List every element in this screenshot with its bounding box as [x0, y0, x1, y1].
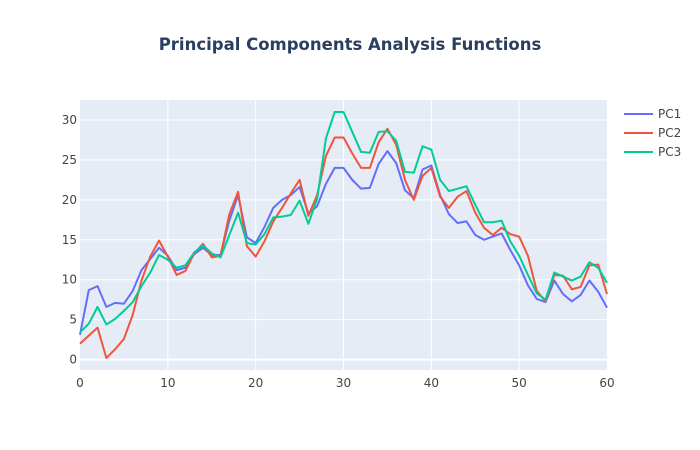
y-axis: 0 5 10 15 20 25 30 [62, 113, 77, 367]
y-tick-label: 5 [69, 313, 77, 327]
legend-label: PC1 [658, 107, 681, 121]
x-tick-label: 20 [248, 376, 263, 390]
series-line-pc3 [79, 110, 608, 334]
x-tick-label: 60 [599, 376, 614, 390]
y-tick-label: 15 [62, 233, 77, 247]
legend-item-pc2[interactable]: PC2 [624, 126, 681, 140]
legend[interactable]: PC1 PC2 PC3 [624, 107, 681, 159]
legend-item-pc1[interactable]: PC1 [624, 107, 681, 121]
x-tick-label: 40 [424, 376, 439, 390]
y-tick-label: 30 [62, 113, 77, 127]
series-line-pc2 [79, 127, 608, 360]
legend-item-pc3[interactable]: PC3 [624, 145, 681, 159]
grid [80, 100, 607, 370]
x-axis: 0 10 20 30 40 50 60 [76, 376, 614, 390]
legend-label: PC3 [658, 145, 681, 159]
x-tick-label: 10 [160, 376, 175, 390]
series-lines [79, 110, 608, 360]
legend-label: PC2 [658, 126, 681, 140]
x-tick-label: 30 [336, 376, 351, 390]
y-tick-label: 10 [62, 273, 77, 287]
x-tick-label: 50 [512, 376, 527, 390]
chart-title: Principal Components Analysis Functions [159, 35, 542, 54]
y-tick-label: 25 [62, 153, 77, 167]
y-tick-label: 20 [62, 193, 77, 207]
y-tick-label: 0 [69, 353, 77, 367]
x-tick-label: 0 [76, 376, 84, 390]
